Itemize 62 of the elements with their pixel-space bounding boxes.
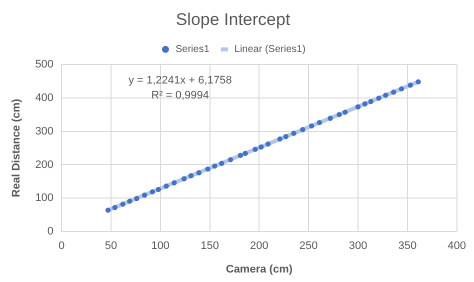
x-tick-label: 50 [104,240,118,252]
point [127,198,132,204]
point [252,146,258,152]
y-tick-label: 500 [35,58,54,70]
point [328,116,333,121]
annotation: y = 1,2241x + 6,1758 [128,74,232,86]
point [383,92,388,98]
point [112,204,118,210]
point [376,96,382,101]
point [300,127,306,132]
point [368,98,374,104]
point [105,208,111,213]
point [172,180,177,186]
point [150,189,156,194]
x-tick-label: 300 [348,240,368,252]
x-tick-label: 400 [448,240,466,252]
point [188,173,194,178]
y-tick-label: 400 [35,92,54,104]
y-tick-label: 200 [35,158,54,171]
point [196,170,202,176]
x-tick-label: 0 [58,240,65,252]
point [416,79,421,84]
x-tick-label: 100 [151,240,170,252]
point [342,110,348,115]
x-tick-label: 350 [398,240,417,252]
point [265,141,271,147]
point [134,196,140,202]
point [242,150,248,156]
point [283,134,288,140]
point [355,104,361,110]
point [212,163,218,169]
point [228,157,234,162]
x-axis-title: Camera (cm) [226,263,293,276]
point [291,130,296,136]
point [205,166,210,172]
point [156,186,161,192]
legend-label: Linear (Series1) [234,44,306,56]
point [408,82,413,88]
point [238,152,244,158]
point [336,112,342,118]
point [120,202,126,207]
annotation: R² = 0,9994 [151,89,210,102]
x-tick-label: 250 [299,240,318,252]
x-tick-label: 150 [200,240,219,252]
point [398,86,404,92]
point [258,144,264,150]
y-tick-label: 0 [47,226,54,238]
legend-label: Series1 [175,44,210,56]
y-tick-label: 100 [35,192,54,204]
point [181,176,187,182]
point [164,184,169,189]
point [308,123,314,129]
point [362,101,368,106]
x-tick-label: 200 [250,240,268,252]
point [390,90,396,95]
point [316,120,322,126]
point [219,160,224,166]
point [277,136,283,142]
chart-title: Slope Intercept [176,10,290,29]
point [142,192,148,198]
y-tick-label: 300 [35,125,54,138]
y-axis-title: Real Distance (cm) [10,98,23,198]
